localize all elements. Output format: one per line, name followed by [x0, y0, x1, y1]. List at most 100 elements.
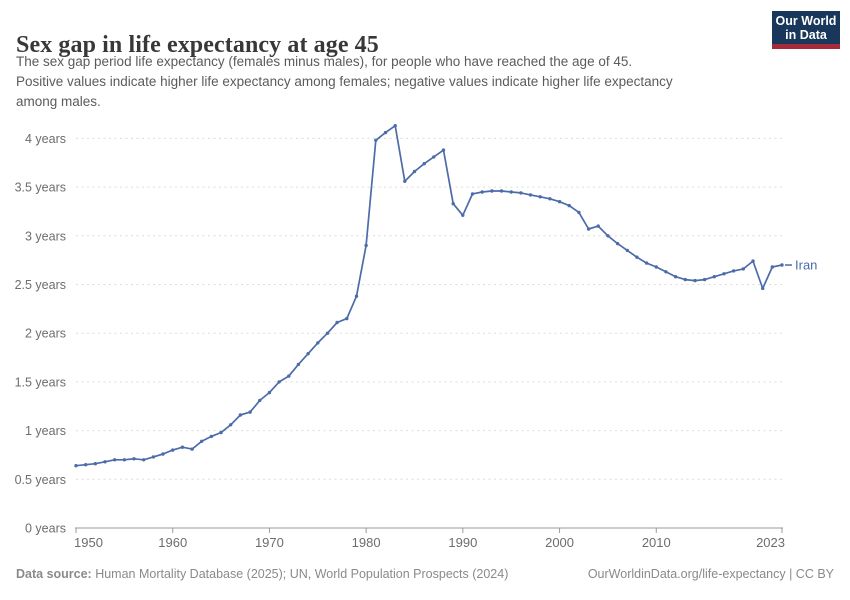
data-point — [122, 458, 127, 462]
x-axis-tick-label: 1970 — [255, 535, 284, 550]
data-point — [422, 162, 426, 166]
data-point — [615, 241, 620, 246]
data-point — [577, 210, 581, 215]
data-point — [751, 259, 755, 263]
data-point — [287, 374, 291, 378]
y-axis-tick-label: 4 years — [25, 132, 66, 146]
data-point — [712, 275, 716, 279]
data-point — [432, 155, 436, 159]
y-axis-tick-label: 2 years — [25, 327, 66, 341]
y-axis-tick-label: 2.5 years — [15, 278, 66, 292]
data-source-label: Data source: — [16, 567, 92, 581]
data-point — [325, 331, 330, 335]
data-point — [644, 261, 649, 265]
data-point — [519, 191, 523, 195]
data-point — [209, 434, 214, 439]
data-point — [586, 227, 591, 231]
data-point — [722, 272, 726, 276]
owid-logo-line1: Our World — [775, 13, 837, 28]
data-point — [142, 458, 146, 462]
data-point — [267, 390, 272, 395]
data-point — [490, 189, 494, 193]
data-point — [84, 463, 88, 467]
x-axis-tick-label: 1980 — [352, 535, 381, 550]
data-point — [258, 398, 262, 403]
data-point — [345, 316, 349, 321]
data-point — [606, 234, 610, 238]
owid-logo[interactable]: Our World in Data — [772, 11, 840, 49]
data-source-text: Human Mortality Database (2025); UN, Wor… — [91, 567, 509, 581]
data-point — [354, 294, 359, 298]
data-point — [180, 445, 185, 449]
data-point — [316, 341, 320, 345]
data-point — [393, 124, 397, 128]
series-label-iran[interactable]: Iran — [795, 258, 817, 273]
data-point — [548, 197, 552, 201]
data-point — [470, 192, 475, 196]
data-point — [364, 243, 368, 248]
x-axis-tick-label: 1990 — [448, 535, 477, 550]
data-point — [296, 362, 301, 367]
data-point — [673, 275, 678, 279]
data-point — [403, 179, 407, 183]
data-point — [770, 265, 774, 269]
chart-footer: Data source: Human Mortality Database (2… — [16, 567, 834, 581]
data-point — [171, 448, 175, 452]
y-axis-tick-label: 1.5 years — [15, 375, 66, 389]
data-point — [113, 458, 117, 462]
data-point — [538, 195, 542, 199]
data-point — [557, 200, 562, 204]
data-point — [441, 148, 446, 152]
data-point — [306, 352, 310, 356]
data-point — [635, 255, 639, 259]
data-point — [190, 447, 194, 451]
y-axis-tick-label: 1 years — [25, 424, 66, 438]
data-point — [741, 267, 745, 271]
data-point — [461, 213, 465, 217]
data-point — [151, 455, 156, 459]
x-axis-tick-label: 1960 — [158, 535, 187, 550]
data-point — [761, 286, 765, 291]
data-point — [248, 410, 252, 414]
iran-series-line — [75, 124, 783, 467]
chart-subtitle-line: The sex gap period life expectancy (fema… — [16, 54, 633, 69]
data-point — [161, 452, 165, 456]
data-point — [335, 320, 339, 325]
data-point — [383, 130, 388, 135]
x-axis-tick-label: 2000 — [545, 535, 574, 550]
data-point — [238, 413, 243, 417]
chart-subtitle-line: Positive values indicate higher life exp… — [16, 74, 673, 89]
data-point — [693, 278, 697, 283]
data-point — [509, 190, 513, 194]
y-axis-tick-label: 0 years — [25, 522, 66, 536]
y-axis-tick-label: 3.5 years — [15, 181, 66, 195]
data-point — [567, 203, 571, 208]
data-point — [451, 202, 455, 206]
data-point — [499, 189, 504, 193]
chart-title: Sex gap in life expectancy at age 45 — [16, 32, 379, 59]
data-point — [625, 248, 629, 253]
data-point — [93, 462, 98, 466]
data-point — [74, 464, 78, 468]
data-point — [132, 457, 136, 461]
data-point — [200, 439, 204, 443]
data-point — [103, 460, 107, 464]
y-axis-tick-label: 0.5 years — [15, 473, 66, 487]
x-axis-tick-label: 2010 — [642, 535, 671, 550]
owid-logo-line2: in Data — [785, 27, 827, 42]
data-point — [731, 269, 736, 273]
data-point — [277, 380, 281, 384]
data-point — [596, 224, 600, 228]
data-point — [229, 423, 233, 427]
data-source-note: Data source: Human Mortality Database (2… — [16, 567, 508, 581]
data-point — [480, 190, 484, 194]
data-point — [702, 277, 707, 282]
data-point — [683, 277, 687, 282]
data-point — [664, 270, 668, 274]
data-point — [412, 169, 417, 174]
data-point — [528, 193, 533, 197]
chart-subtitle-line: among males. — [16, 94, 101, 109]
data-point — [780, 263, 784, 267]
license-link[interactable]: OurWorldinData.org/life-expectancy | CC … — [587, 567, 834, 581]
